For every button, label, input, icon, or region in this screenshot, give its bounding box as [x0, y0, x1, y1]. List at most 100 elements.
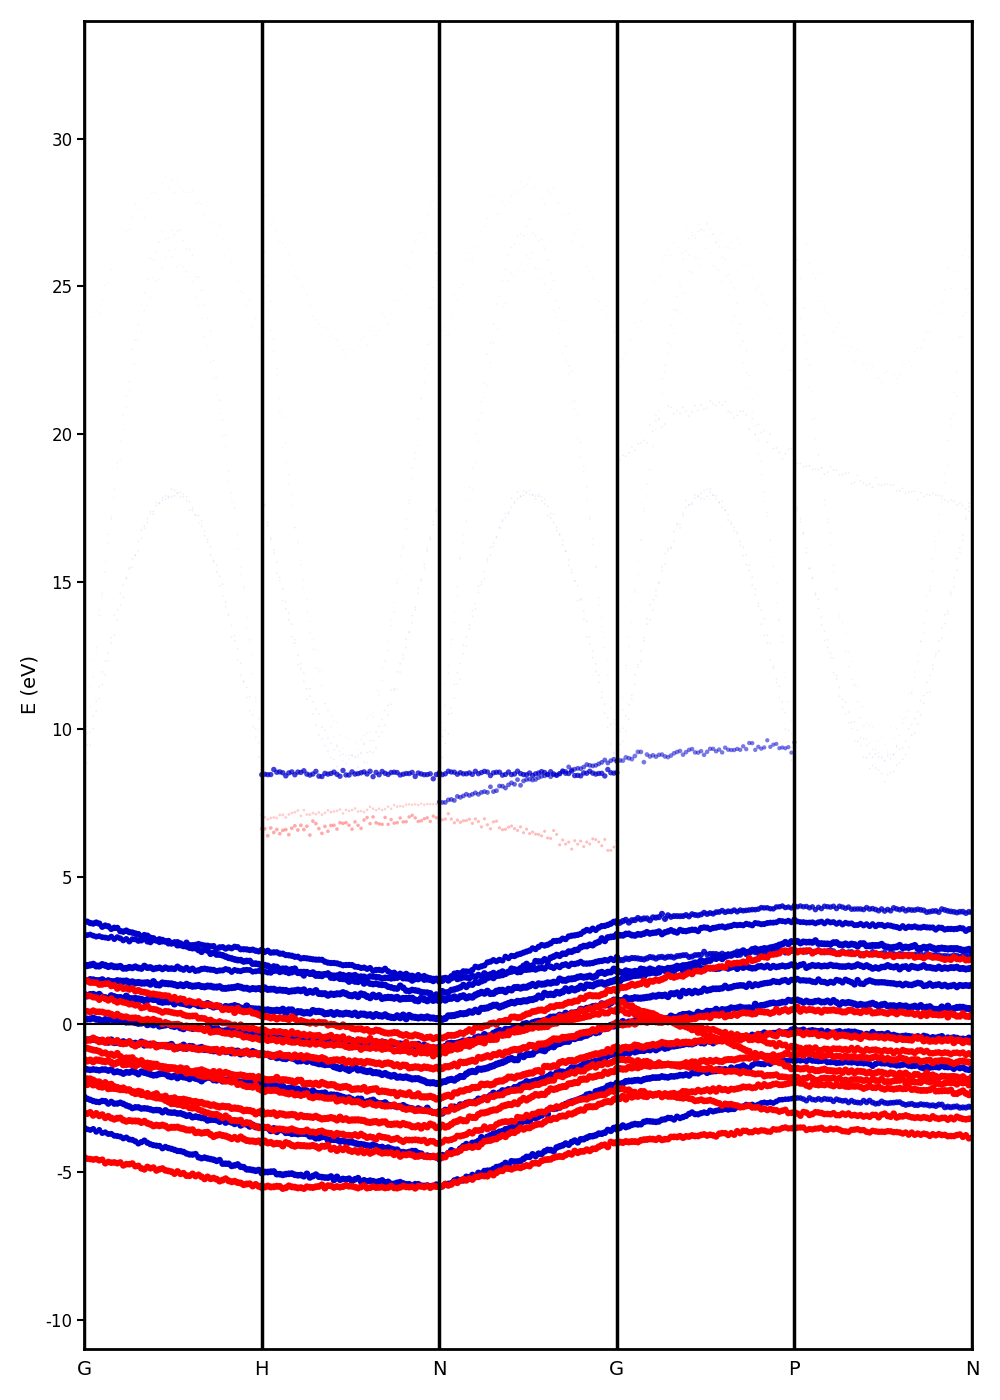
Point: [690, 904, 706, 927]
Point: [434, 967, 450, 990]
Point: [404, 456, 420, 479]
Point: [549, 1065, 565, 1088]
Point: [654, 1053, 670, 1075]
Point: [528, 1113, 544, 1135]
Point: [302, 948, 318, 970]
Point: [482, 1159, 498, 1182]
Point: [702, 1124, 718, 1147]
Point: [278, 764, 294, 787]
Point: [500, 245, 516, 267]
Point: [555, 1007, 571, 1029]
Point: [841, 1061, 857, 1084]
Point: [428, 967, 444, 990]
Point: [765, 316, 781, 339]
Point: [645, 1008, 661, 1030]
Point: [913, 956, 929, 979]
Point: [552, 1135, 568, 1158]
Point: [546, 945, 562, 967]
Point: [531, 935, 547, 958]
Point: [407, 598, 423, 620]
Point: [696, 1079, 712, 1102]
Point: [865, 897, 881, 920]
Point: [744, 1044, 760, 1067]
Point: [82, 696, 98, 718]
Point: [705, 484, 721, 507]
Point: [431, 1026, 447, 1049]
Point: [771, 1089, 787, 1112]
Point: [377, 1092, 393, 1114]
Point: [287, 960, 303, 983]
Point: [326, 739, 342, 762]
Point: [148, 491, 164, 514]
Point: [299, 981, 315, 1004]
Point: [883, 942, 899, 965]
Point: [130, 1033, 146, 1056]
Point: [479, 781, 495, 804]
Point: [576, 998, 592, 1021]
Point: [609, 1086, 625, 1109]
Point: [822, 953, 838, 976]
Point: [389, 1039, 405, 1061]
Point: [597, 1134, 613, 1156]
Point: [594, 1053, 610, 1075]
Point: [179, 1057, 195, 1079]
Point: [166, 1102, 182, 1124]
Point: [88, 1091, 104, 1113]
Point: [317, 983, 333, 1005]
Point: [344, 332, 360, 354]
Point: [479, 1117, 495, 1140]
Point: [549, 1145, 565, 1168]
Point: [946, 1026, 962, 1049]
Point: [859, 994, 875, 1016]
Point: [600, 759, 616, 781]
Point: [209, 560, 225, 582]
Point: [194, 1036, 210, 1058]
Point: [859, 935, 875, 958]
Point: [681, 1064, 697, 1086]
Point: [314, 963, 330, 986]
Point: [723, 900, 739, 923]
Point: [783, 1022, 799, 1044]
Point: [735, 974, 751, 997]
Point: [708, 231, 724, 253]
Point: [594, 680, 610, 703]
Point: [227, 497, 243, 519]
Point: [320, 1074, 336, 1096]
Point: [603, 960, 619, 983]
Point: [233, 1098, 249, 1120]
Point: [233, 949, 249, 972]
Point: [916, 1057, 932, 1079]
Point: [931, 504, 947, 526]
Point: [260, 1117, 276, 1140]
Point: [825, 931, 841, 953]
Point: [194, 1018, 210, 1040]
Point: [263, 214, 279, 237]
Point: [236, 1019, 252, 1042]
Point: [624, 1081, 640, 1103]
Point: [666, 1065, 682, 1088]
Point: [368, 1135, 384, 1158]
Point: [624, 995, 640, 1018]
Point: [880, 1002, 896, 1025]
Point: [401, 1057, 417, 1079]
Point: [94, 1077, 110, 1099]
Point: [215, 998, 231, 1021]
Point: [660, 238, 676, 260]
Point: [534, 228, 550, 251]
Point: [169, 1161, 185, 1183]
Point: [145, 1053, 161, 1075]
Point: [320, 1134, 336, 1156]
Point: [203, 994, 219, 1016]
Point: [148, 1099, 164, 1121]
Point: [197, 1018, 213, 1040]
Point: [488, 1021, 504, 1043]
Point: [874, 972, 890, 994]
Point: [305, 1106, 321, 1128]
Point: [94, 1009, 110, 1032]
Point: [446, 1004, 462, 1026]
Point: [383, 1030, 399, 1053]
Point: [182, 1105, 198, 1127]
Point: [127, 1155, 143, 1177]
Point: [949, 1124, 965, 1147]
Point: [747, 1002, 763, 1025]
